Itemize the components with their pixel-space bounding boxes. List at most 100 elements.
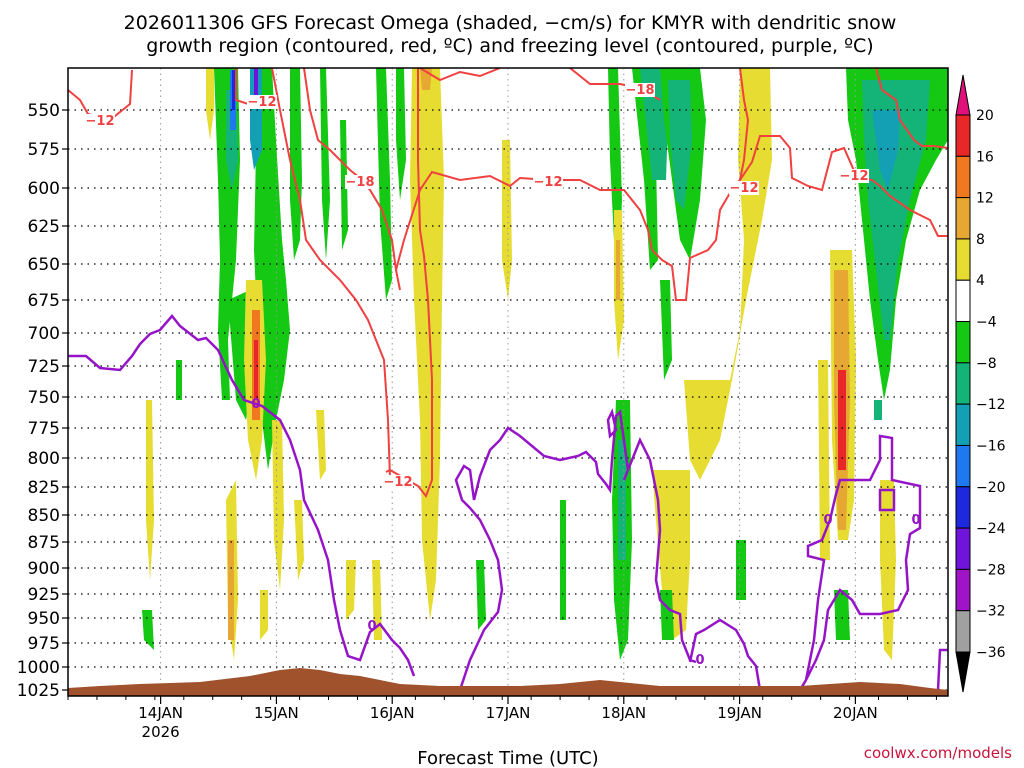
terrain-fill xyxy=(68,668,948,696)
colorbar-label: −24 xyxy=(976,521,1006,537)
omega-region xyxy=(142,610,154,650)
dgz-contour-line xyxy=(271,68,391,479)
x-tick-label: 17JAN xyxy=(486,704,531,722)
colorbar-label: 16 xyxy=(976,149,994,165)
omega-shading xyxy=(142,68,948,660)
y-tick-label: 925 xyxy=(28,585,60,605)
x-tick-label: 16JAN xyxy=(370,704,415,722)
omega-region xyxy=(660,280,672,380)
colorbar-label: 20 xyxy=(976,108,994,124)
colorbar-swatch xyxy=(955,155,971,199)
omega-region xyxy=(260,590,268,640)
colorbar-top-triangle xyxy=(955,74,971,116)
dgz-contour-line xyxy=(739,68,750,181)
x-tick-sublabel: 2026 xyxy=(142,723,180,741)
omega-region xyxy=(616,240,620,300)
y-tick-label: 550 xyxy=(28,101,60,121)
dgz-contour-label: −12 xyxy=(86,114,115,129)
credit-text: coolwx.com/models xyxy=(864,744,1012,762)
omega-region xyxy=(476,560,486,630)
colorbar-label: 12 xyxy=(976,191,994,207)
colorbar-label: −36 xyxy=(976,645,1006,661)
omega-region xyxy=(206,68,214,140)
contour-label-bg xyxy=(85,114,115,128)
omega-region xyxy=(396,68,406,200)
omega-region xyxy=(834,590,850,640)
x-tick-label: 19JAN xyxy=(717,704,762,722)
y-tick-label: 1000 xyxy=(17,658,60,678)
dgz-contour-label: −12 xyxy=(384,475,413,490)
freezing-contours xyxy=(68,314,948,691)
omega-region xyxy=(176,360,182,400)
colorbar-swatch xyxy=(955,279,971,323)
omega-region xyxy=(232,70,235,110)
dgz-contour-line xyxy=(875,68,948,149)
freezing-contour-line xyxy=(878,488,896,512)
omega-region xyxy=(294,500,304,580)
y-tick-label: 800 xyxy=(28,449,60,469)
omega-region xyxy=(818,360,830,560)
omega-region xyxy=(660,590,674,640)
omega-region xyxy=(736,540,746,600)
colorbar-bottom-triangle xyxy=(955,651,971,693)
omega-region xyxy=(316,410,326,480)
omega-region xyxy=(872,110,900,190)
freezing-contour-line xyxy=(454,409,697,691)
y-tick-label: 675 xyxy=(28,291,60,311)
omega-region xyxy=(250,68,262,170)
dgz-contour-label: −12 xyxy=(730,181,759,196)
y-tick-label: 700 xyxy=(28,324,60,344)
colorbar-label: −28 xyxy=(976,562,1006,578)
contour-label-bg xyxy=(533,175,563,189)
dgz-contour-line xyxy=(419,68,501,82)
colorbar-swatch xyxy=(955,403,971,446)
colorbar-swatch xyxy=(955,444,971,488)
colorbar-label: −32 xyxy=(976,604,1006,620)
freezing-contour-label: 0 xyxy=(911,513,920,528)
colorbar-swatch xyxy=(955,527,971,570)
plot-grid xyxy=(68,68,948,696)
omega-region xyxy=(254,340,258,400)
omega-region xyxy=(320,68,330,260)
dgz-contour-label: −12 xyxy=(534,175,563,190)
freezing-contour-label: 0 xyxy=(695,653,704,668)
dgz-contour-line xyxy=(395,170,653,271)
freezing-contour-label: 0 xyxy=(251,397,260,412)
omega-region xyxy=(290,68,302,260)
omega-region xyxy=(938,68,948,140)
x-tick-label: 18JAN xyxy=(601,704,646,722)
omega-region xyxy=(652,470,690,640)
contour-label-bg xyxy=(247,95,277,109)
dgz-contour-label: −18 xyxy=(346,175,375,190)
omega-region xyxy=(874,400,882,420)
omega-region xyxy=(146,400,154,580)
y-tick-label: 850 xyxy=(28,506,60,526)
omega-region xyxy=(560,500,566,620)
omega-region xyxy=(372,560,382,640)
dgz-contour-label: −12 xyxy=(840,169,869,184)
freezing-contour-line xyxy=(688,618,762,691)
y-tick-label: 725 xyxy=(28,357,60,377)
omega-region xyxy=(228,540,234,640)
x-axis-title: Forecast Time (UTC) xyxy=(417,748,598,768)
contour-labels: −12 −12 −18 −12 −18 −12 −12 −12 0 0 0 0 0 xyxy=(85,83,921,668)
contour-label-bg xyxy=(345,175,375,189)
contour-label-bg xyxy=(625,83,655,97)
colorbar-label: −16 xyxy=(976,438,1006,454)
y-tick-label: 600 xyxy=(28,179,60,199)
colorbar-swatch xyxy=(955,486,971,529)
omega-region xyxy=(376,68,392,300)
colorbar-label: −20 xyxy=(976,480,1006,496)
x-tick-label: 20JAN xyxy=(833,704,878,722)
omega-region xyxy=(618,440,626,560)
colorbar-swatch xyxy=(955,321,971,364)
y-tick-label: 950 xyxy=(28,609,60,629)
contour-label-bg xyxy=(383,475,413,489)
freezing-contour-line xyxy=(936,648,948,691)
colorbar: 20 16 12 8 4 −4 −8 −12 −16 −20 −24 −28 −32 −36 xyxy=(955,74,1006,693)
freezing-contour-line xyxy=(68,314,416,677)
contour-label-bg xyxy=(839,169,869,183)
omega-region xyxy=(254,68,258,100)
